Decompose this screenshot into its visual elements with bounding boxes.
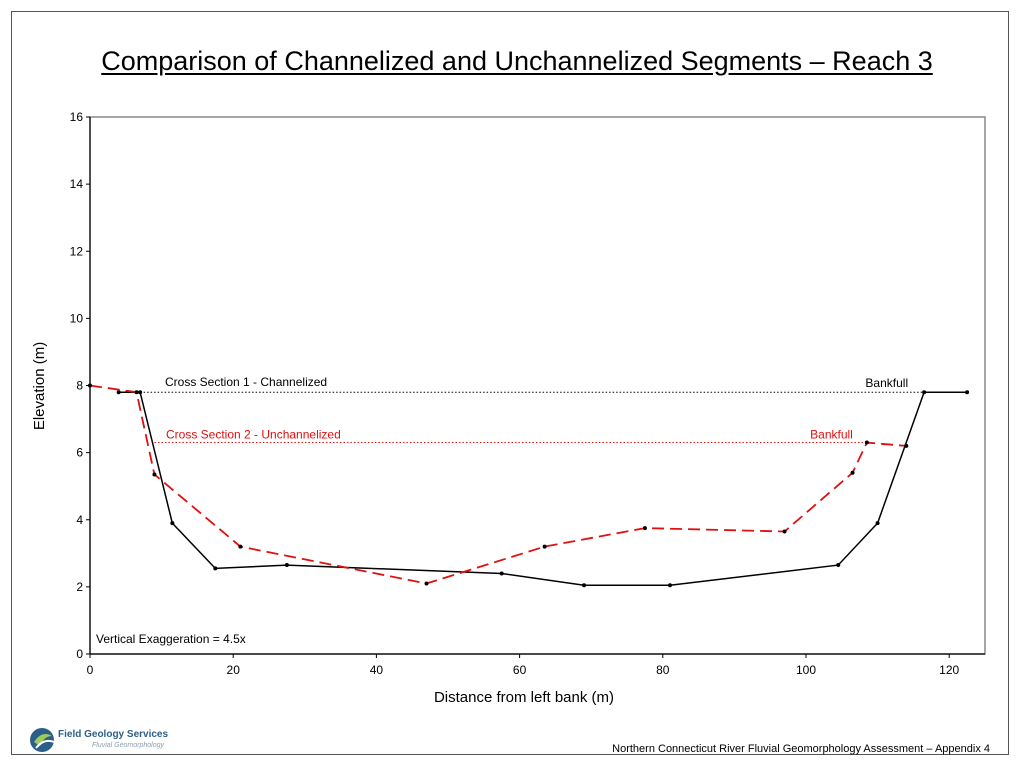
data-point bbox=[138, 390, 143, 395]
series-label: Cross Section 2 - Unchannelized bbox=[166, 428, 341, 442]
data-point bbox=[965, 390, 970, 395]
field-geology-logo-icon bbox=[30, 728, 55, 752]
y-tick-label: 16 bbox=[70, 110, 84, 124]
data-point bbox=[582, 583, 587, 588]
y-tick-label: 4 bbox=[76, 513, 83, 527]
y-tick-label: 2 bbox=[76, 580, 83, 594]
data-point bbox=[88, 383, 92, 388]
data-point bbox=[542, 544, 547, 549]
series-line bbox=[89, 384, 907, 585]
data-point bbox=[864, 440, 869, 445]
data-point bbox=[875, 521, 880, 526]
y-axis-label: Elevation (m) bbox=[31, 342, 48, 430]
series-line bbox=[118, 391, 968, 586]
data-point bbox=[170, 521, 175, 526]
y-tick-label: 6 bbox=[76, 446, 83, 460]
chart-plot: Cross Section 1 - Channelized Bankfull Cro… bbox=[88, 375, 970, 588]
data-point bbox=[424, 581, 429, 586]
bankfull-label: Bankfull bbox=[810, 428, 853, 442]
y-tick-label: 10 bbox=[70, 311, 84, 325]
logo-subtext: Fluvial Geomorphology bbox=[92, 742, 164, 749]
data-point bbox=[782, 529, 787, 534]
bankfull-label: Bankfull bbox=[865, 376, 908, 390]
series-label: Cross Section 1 - Channelized bbox=[165, 375, 327, 389]
x-tick-label: 120 bbox=[939, 663, 959, 677]
data-point bbox=[922, 390, 927, 395]
data-point bbox=[836, 563, 841, 568]
data-point bbox=[499, 571, 504, 576]
data-point bbox=[116, 390, 121, 395]
chart-axes: 0 2 4 6 8 10 12 14 16 0 20 40 60 80 100 120 bbox=[70, 110, 986, 677]
data-point bbox=[284, 563, 289, 568]
data-point bbox=[850, 470, 855, 475]
y-tick-label: 0 bbox=[76, 647, 83, 661]
data-point bbox=[667, 583, 672, 588]
data-point bbox=[152, 472, 157, 477]
y-tick-label: 12 bbox=[70, 244, 84, 258]
y-tick-label: 8 bbox=[76, 379, 83, 393]
x-axis-label: Distance from left bank (m) bbox=[434, 689, 614, 706]
footer-text: Northern Connecticut River Fluvial Geomo… bbox=[612, 743, 990, 755]
vertical-exaggeration-note: Vertical Exaggeration = 4.5x bbox=[96, 632, 246, 646]
x-tick-label: 60 bbox=[513, 663, 527, 677]
data-point bbox=[213, 566, 218, 571]
data-point bbox=[642, 526, 647, 531]
data-point bbox=[904, 443, 909, 448]
x-tick-label: 0 bbox=[87, 663, 94, 677]
x-tick-label: 100 bbox=[796, 663, 816, 677]
data-point bbox=[238, 544, 243, 549]
chart-title: Comparison of Channelized and Unchanneli… bbox=[101, 46, 933, 76]
y-tick-label: 14 bbox=[70, 177, 84, 191]
x-tick-label: 80 bbox=[656, 663, 670, 677]
x-tick-label: 20 bbox=[227, 663, 241, 677]
logo-text: Field Geology Services bbox=[58, 729, 169, 740]
data-point bbox=[134, 390, 139, 395]
slide-frame bbox=[11, 11, 1009, 755]
x-tick-label: 40 bbox=[370, 663, 384, 677]
